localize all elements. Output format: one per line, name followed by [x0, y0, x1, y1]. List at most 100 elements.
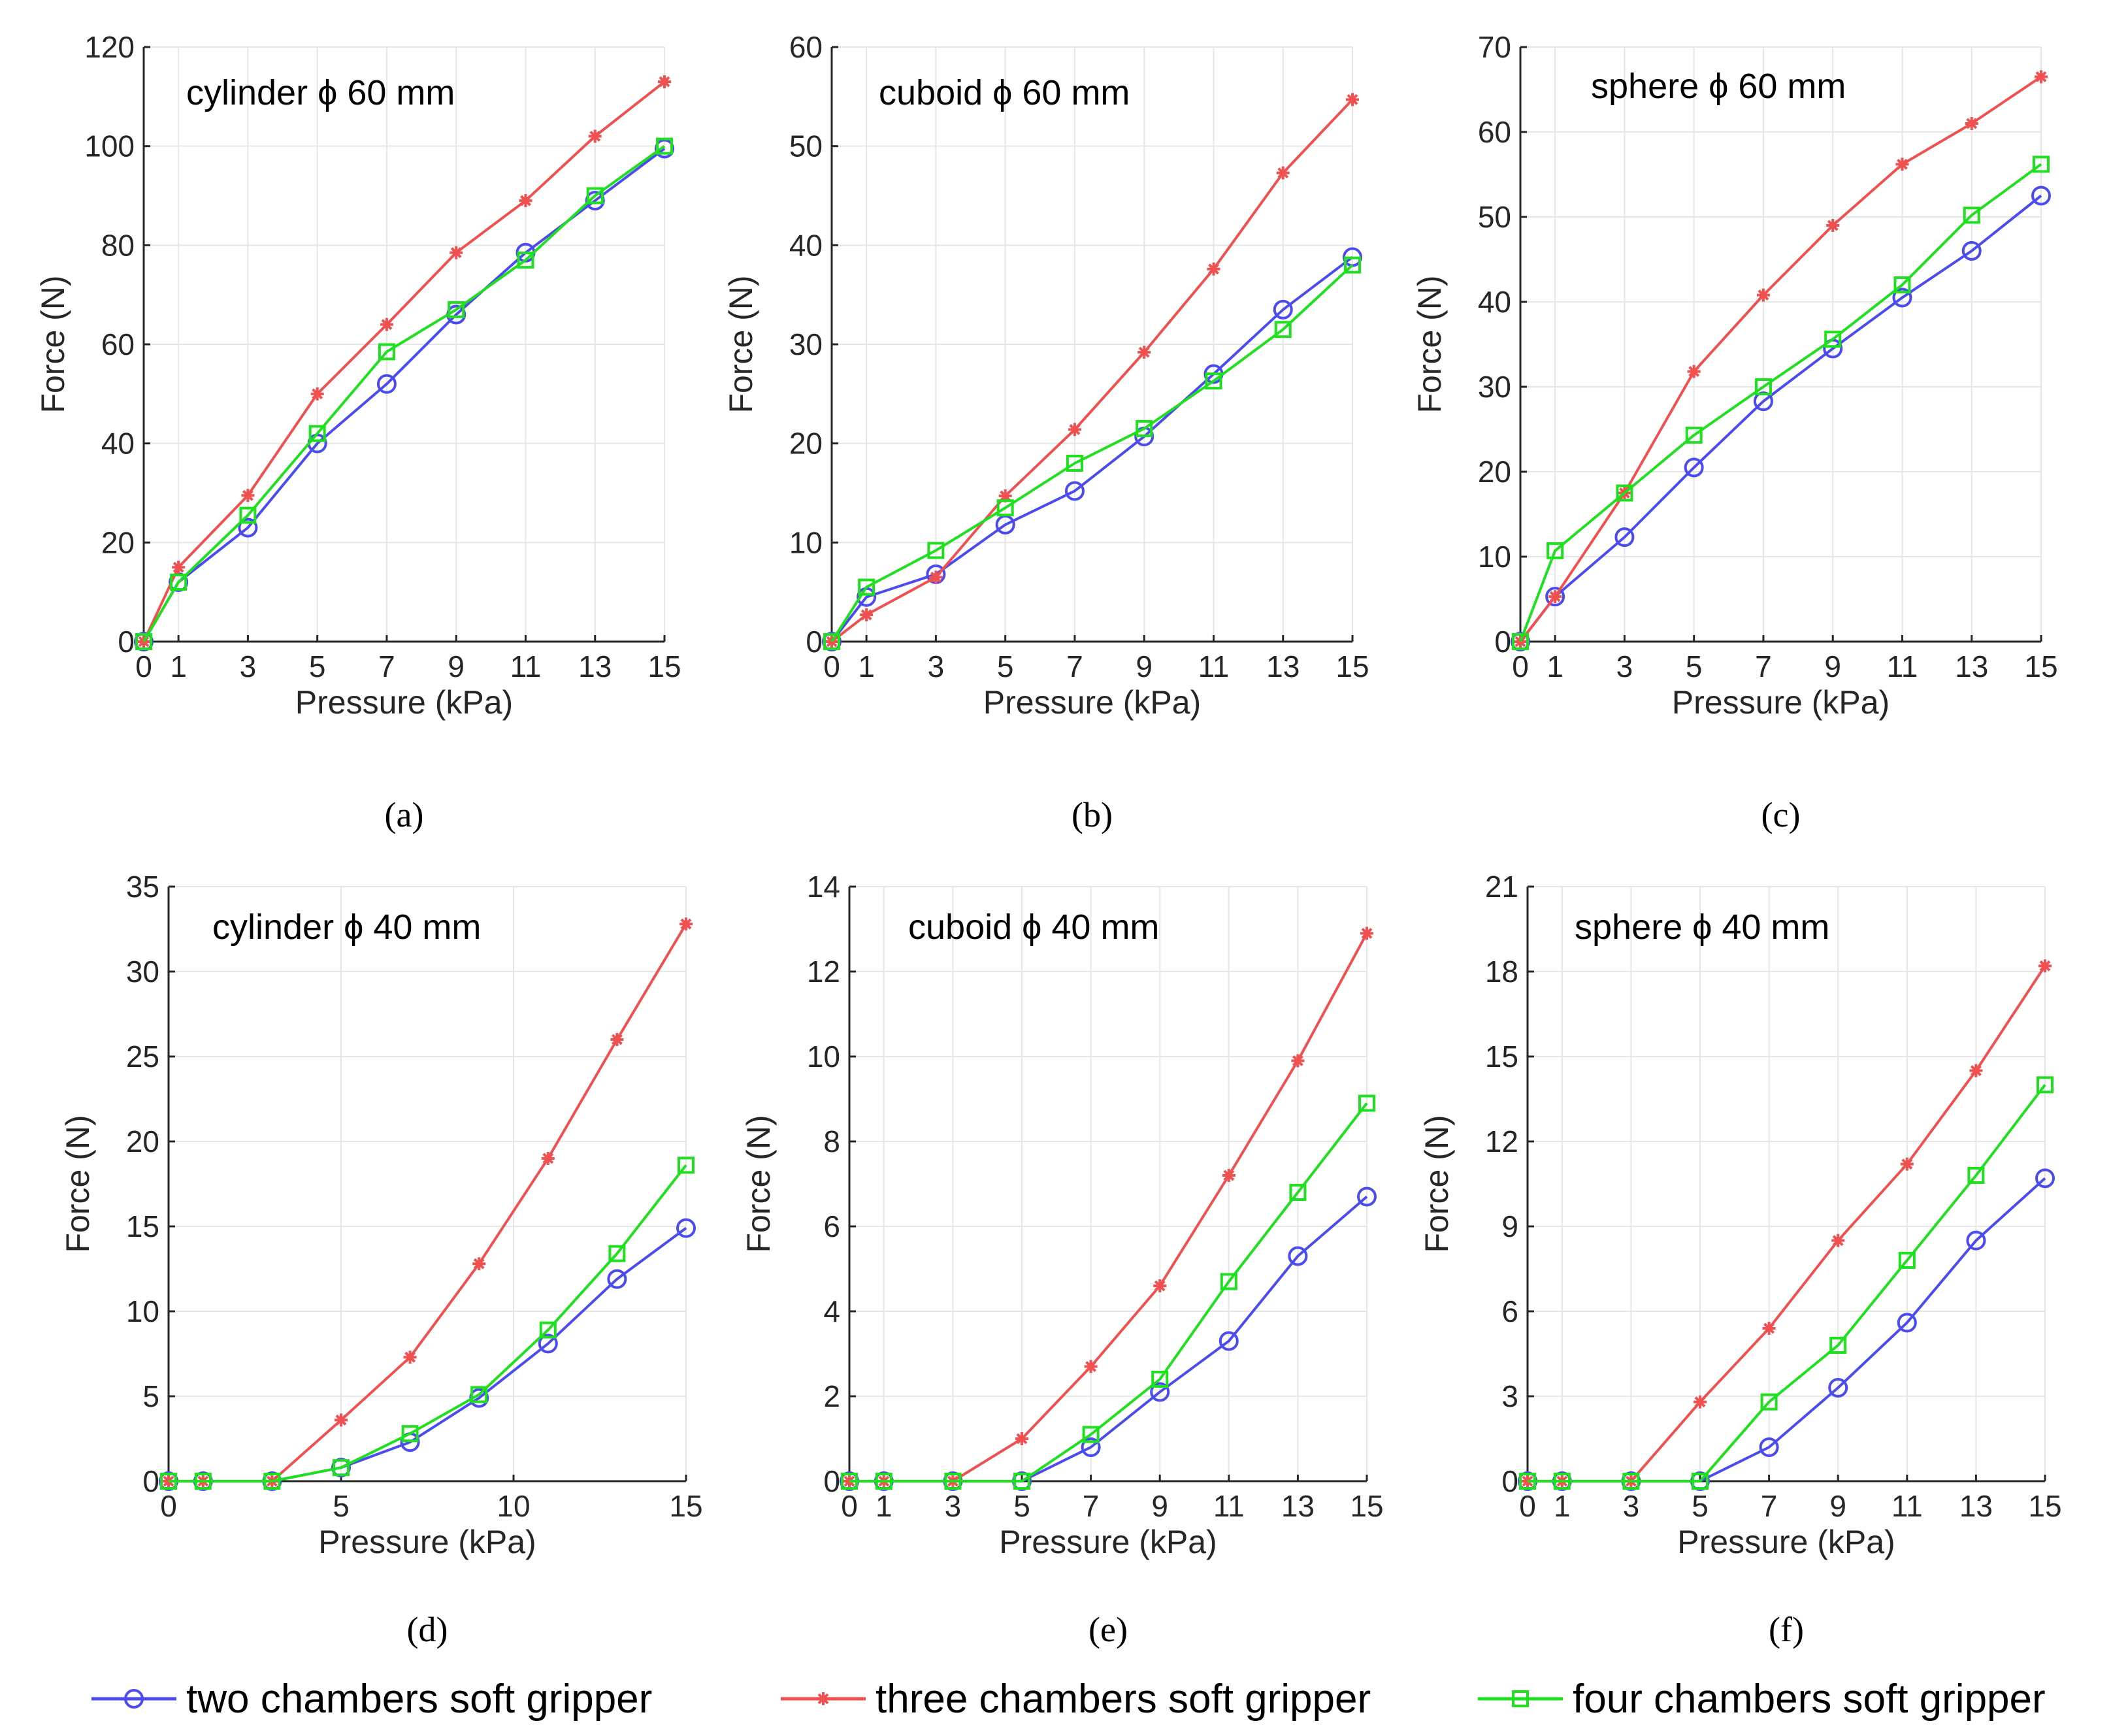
x-tick-label: 0 — [823, 649, 840, 683]
panel-title: cylinder ϕ 60 mm — [186, 73, 455, 112]
data-point — [1961, 241, 1982, 261]
data-point — [1760, 1393, 1778, 1411]
data-point — [1068, 423, 1081, 436]
chart-panel-4: 0 5 10 15 20 25 30 35 0 5 10 15 Pressure (kPa) Force … — [59, 870, 703, 1649]
data-point — [450, 246, 463, 259]
y-axis-label: Force (N) — [723, 275, 759, 413]
legend-label-three: three chambers soft gripper — [876, 1677, 1371, 1722]
x-tick-label: 1 — [876, 1489, 892, 1523]
data-point — [1614, 527, 1635, 548]
x-tick-label: 5 — [309, 649, 326, 683]
x-tick-label: 13 — [578, 649, 612, 683]
data-point — [1344, 256, 1361, 274]
data-point — [472, 1257, 486, 1271]
data-point — [1900, 1157, 1914, 1171]
series-four-chambers — [1512, 156, 2050, 650]
data-point — [310, 387, 324, 401]
x-tick-label: 15 — [2028, 1489, 2061, 1523]
data-point — [1826, 219, 1840, 232]
x-axis-label: Pressure (kPa) — [1677, 1524, 1895, 1560]
y-axis-label: Force (N) — [1418, 1115, 1455, 1253]
data-point — [1084, 1360, 1098, 1373]
data-point — [929, 570, 943, 584]
data-point — [135, 633, 152, 650]
data-point — [1898, 1252, 1916, 1269]
y-tick-label: 35 — [126, 870, 159, 904]
panel-title: cuboid ϕ 40 mm — [908, 908, 1159, 947]
y-tick-label: 18 — [1485, 955, 1518, 989]
data-point — [1545, 587, 1565, 607]
data-point — [1081, 1437, 1101, 1457]
data-point — [1357, 1187, 1377, 1207]
data-point — [1013, 1473, 1030, 1490]
y-tick-label: 0 — [1494, 625, 1511, 659]
data-point — [1066, 455, 1083, 472]
panel-title: cuboid ϕ 60 mm — [879, 73, 1130, 112]
data-point — [1553, 1473, 1571, 1490]
y-tick-label: 30 — [1478, 370, 1511, 404]
data-point — [1288, 1246, 1308, 1266]
data-point — [1289, 1184, 1307, 1201]
y-tick-label: 15 — [126, 1209, 159, 1243]
x-tick-label: 0 — [160, 1489, 177, 1523]
y-tick-label: 30 — [126, 955, 159, 989]
y-tick-label: 40 — [101, 427, 135, 461]
data-point — [1547, 542, 1564, 559]
series-three-chambers — [825, 93, 1359, 648]
y-tick-label: 20 — [789, 427, 823, 461]
data-point — [1895, 157, 1909, 171]
data-point — [1967, 1167, 1985, 1184]
y-tick-label: 2 — [823, 1379, 840, 1413]
data-point — [380, 318, 393, 331]
data-point — [1616, 484, 1633, 502]
data-point — [1222, 1169, 1236, 1182]
y-tick-label: 12 — [807, 955, 840, 989]
y-tick-label: 70 — [1478, 30, 1511, 64]
x-tick-label: 3 — [240, 649, 257, 683]
x-tick-label: 3 — [1616, 649, 1633, 683]
x-axis-label: Pressure (kPa) — [999, 1524, 1217, 1560]
y-tick-label: 30 — [789, 327, 823, 361]
x-tick-label: 5 — [1692, 1489, 1709, 1523]
data-point — [858, 578, 876, 596]
data-point — [401, 1425, 419, 1443]
series-line — [1519, 194, 2042, 643]
y-tick-label: 10 — [807, 1040, 840, 1073]
data-point — [2033, 156, 2050, 173]
y-tick-label: 9 — [1501, 1209, 1518, 1243]
series-line — [849, 1102, 1368, 1482]
data-point — [1274, 321, 1292, 338]
x-tick-label: 15 — [1350, 1489, 1383, 1523]
data-point — [678, 1156, 695, 1174]
x-tick-label: 1 — [858, 649, 875, 683]
x-tick-label: 5 — [1013, 1489, 1030, 1523]
data-point — [1291, 1054, 1305, 1068]
x-tick-label: 9 — [1829, 1489, 1846, 1523]
data-point — [1692, 1473, 1709, 1490]
data-point — [470, 1386, 488, 1403]
x-tick-label: 0 — [1512, 649, 1529, 683]
data-point — [1136, 419, 1153, 437]
series-line — [1528, 1084, 2046, 1482]
data-point — [403, 1351, 417, 1364]
x-tick-label: 13 — [1959, 1489, 1993, 1523]
data-point — [1831, 1234, 1845, 1247]
data-point — [860, 608, 874, 622]
panel-label: (e) — [1089, 1610, 1128, 1649]
y-tick-label: 20 — [126, 1124, 159, 1158]
panel-label: (a) — [385, 795, 424, 834]
y-tick-label: 60 — [101, 327, 135, 361]
data-point — [519, 194, 532, 208]
data-point — [1205, 372, 1222, 390]
data-point — [944, 1473, 962, 1490]
data-point — [1829, 1337, 1847, 1354]
data-point — [1153, 1279, 1167, 1292]
x-tick-label: 15 — [2024, 649, 2057, 683]
data-point — [608, 1245, 626, 1262]
legend-marker-three — [817, 1692, 830, 1705]
panel-label: (b) — [1072, 795, 1113, 834]
data-point — [1756, 288, 1770, 302]
data-point — [1360, 926, 1373, 940]
